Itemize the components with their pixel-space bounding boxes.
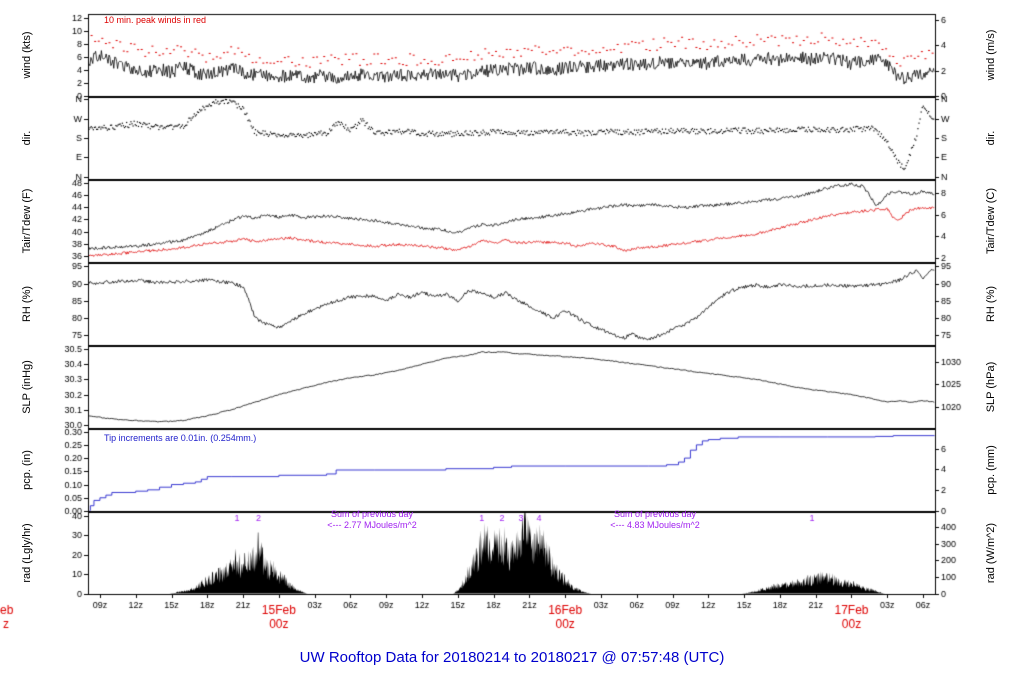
y-axis-label-pcp-in: pcp. (in)	[21, 450, 33, 490]
rad-sum-note-2: Sum of previous day <--- 4.83 MJoules/m^…	[610, 509, 700, 531]
chart-canvas	[0, 0, 1024, 645]
y-axis-label-dir-right: dir.	[985, 130, 997, 146]
y-axis-label-slp-inhg: SLP (inHg)	[21, 360, 33, 414]
y-axis-label-tair-f: Tair/Tdew (F)	[21, 188, 33, 254]
y-axis-label-wind-ms: wind (m/s)	[985, 29, 997, 81]
chart-title: UW Rooftop Data for 20180214 to 20180217…	[299, 649, 725, 666]
y-axis-label-pcp-mm: pcp. (mm)	[985, 445, 997, 495]
y-axis-label-rh-right: RH (%)	[985, 285, 997, 323]
pcp-tip-note: Tip increments are 0.01in. (0.254mm.)	[104, 433, 257, 443]
rad-sum-note-1-line2: <--- 2.77 MJoules/m^2	[327, 520, 417, 530]
rad-sum-note-1-line1: Sum of previous day	[330, 509, 414, 519]
rad-sum-note-1: Sum of previous day <--- 2.77 MJoules/m^…	[327, 509, 417, 531]
y-axis-label-rad-wm2: rad (W/m^2)	[985, 522, 997, 584]
y-axis-label-slp-hpa: SLP (hPa)	[985, 361, 997, 413]
y-axis-label-rh-left: RH (%)	[21, 285, 33, 323]
y-axis-label-rad-lgly: rad (Lgly/hr)	[21, 523, 33, 583]
y-axis-label-wind-kts: wind (kts)	[21, 31, 33, 79]
y-axis-label-dir-left: dir.	[21, 130, 33, 146]
wind-peak-note: 10 min. peak winds in red	[104, 15, 207, 25]
rad-sum-note-2-line1: Sum of previous day	[613, 509, 697, 519]
rad-sum-note-2-line2: <--- 4.83 MJoules/m^2	[610, 520, 700, 530]
y-axis-label-tair-c: Tair/Tdew (C)	[985, 187, 997, 255]
